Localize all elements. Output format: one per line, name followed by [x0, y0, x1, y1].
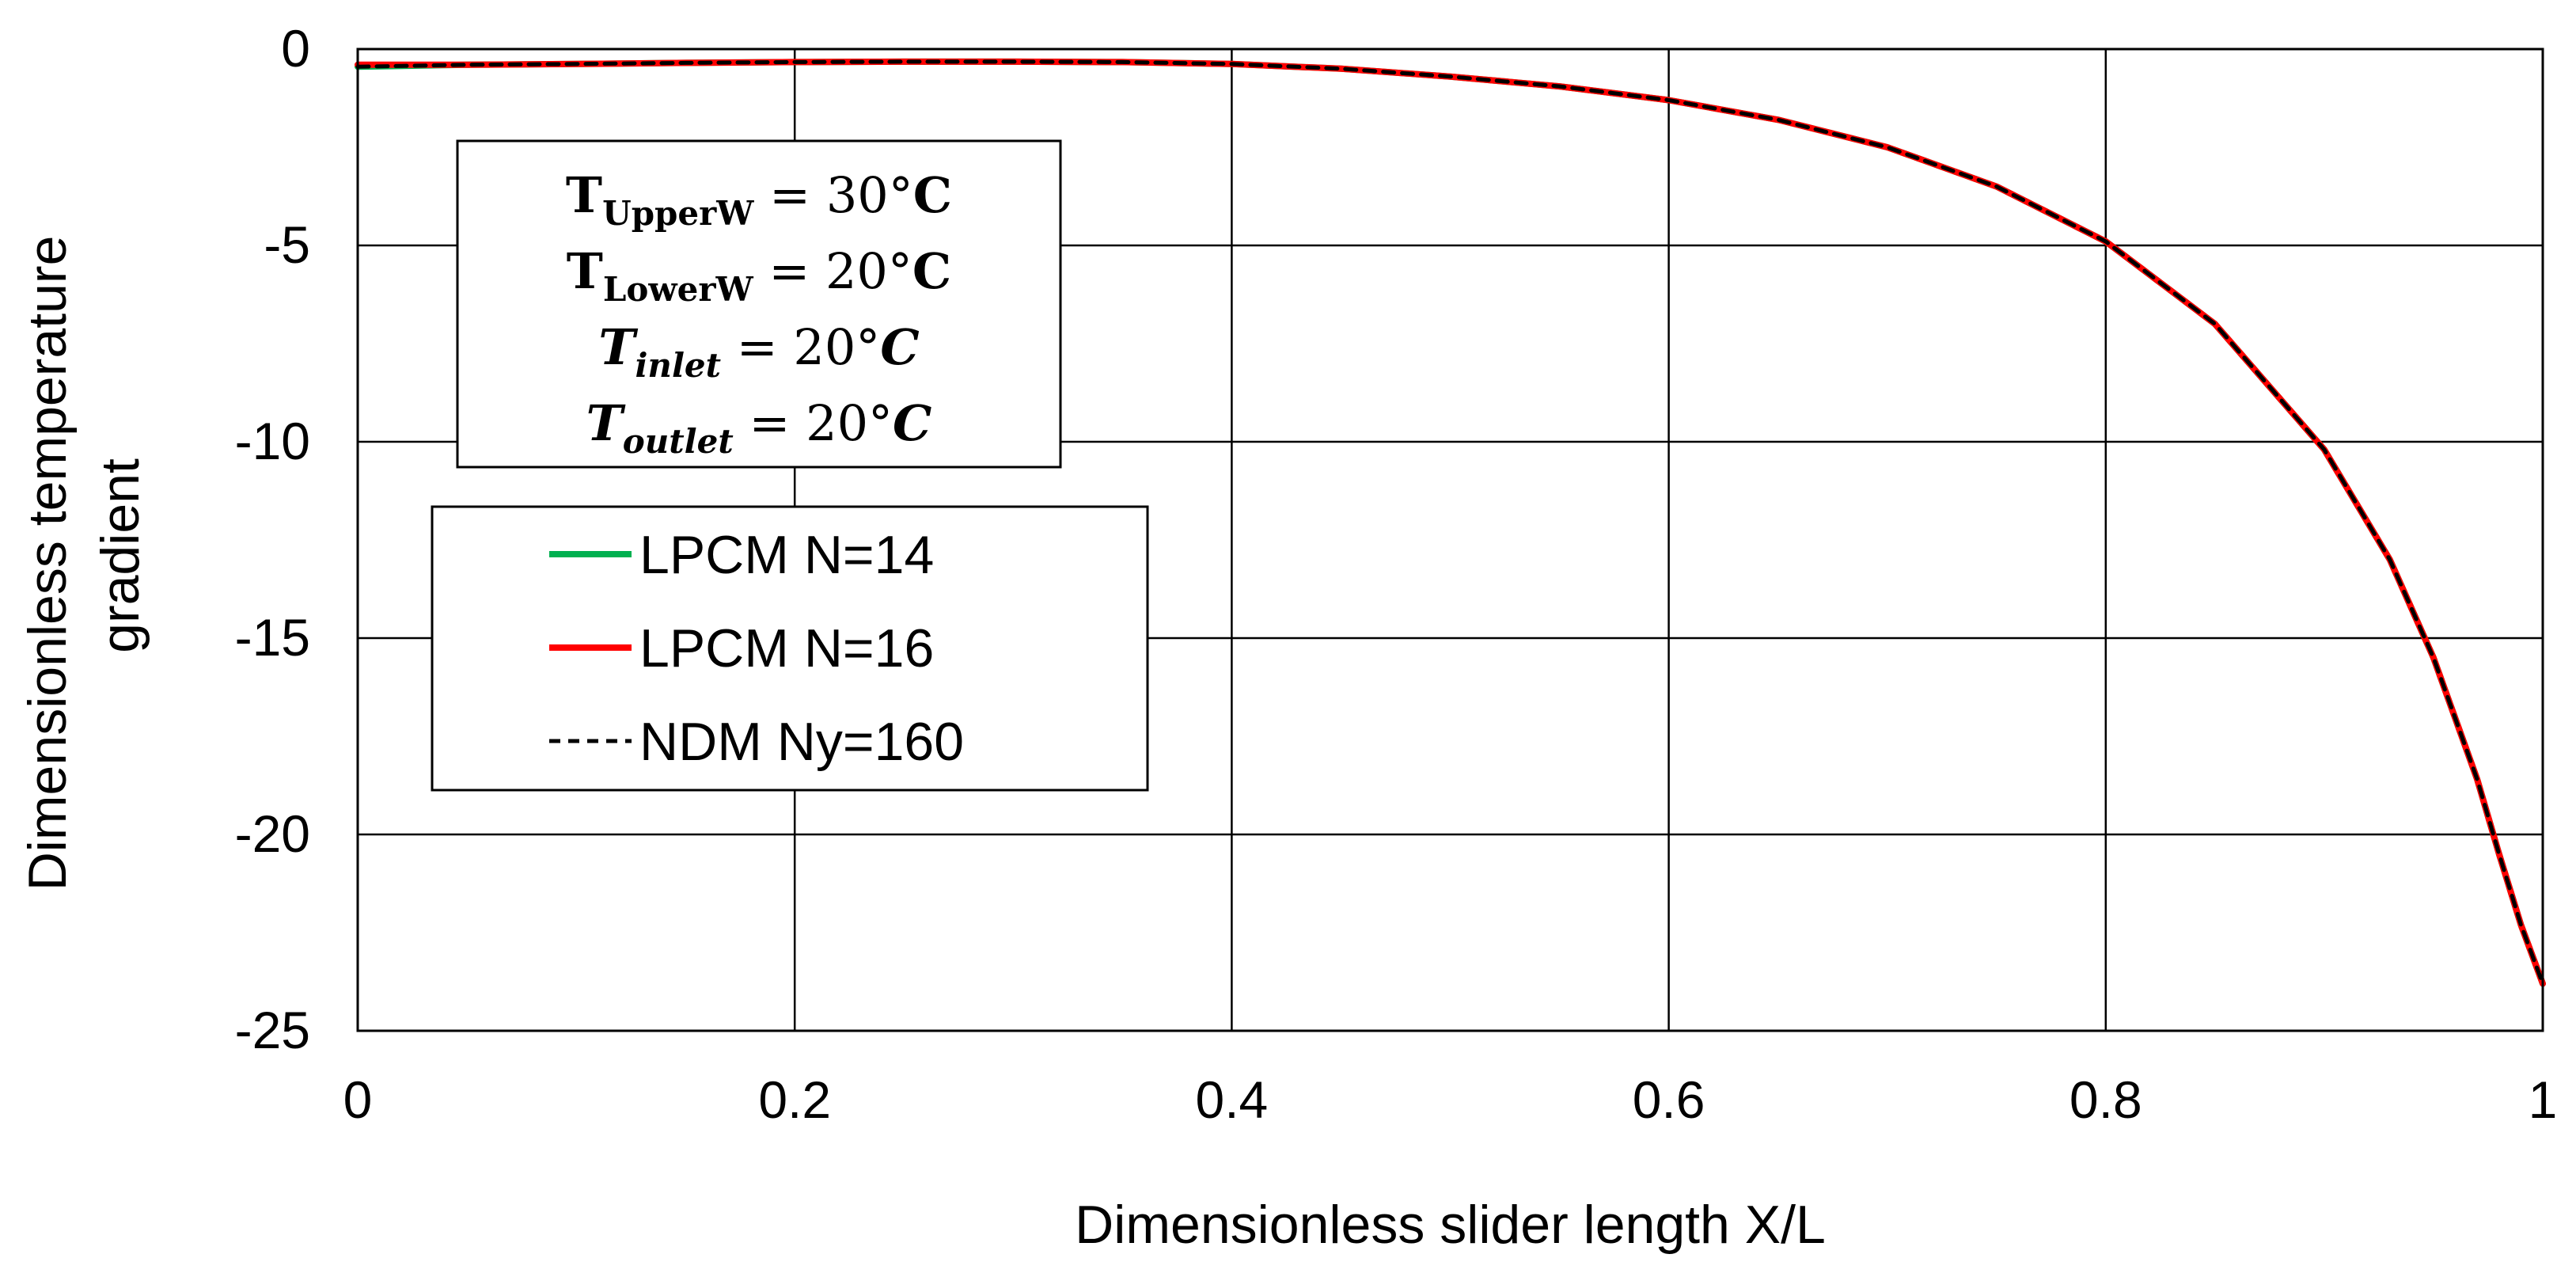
y-axis-title: Dimensionless temperature gradient — [17, 221, 150, 891]
x-axis-title: Dimensionless slider length X/L — [1075, 1195, 1826, 1255]
condition-line: Toutlet = 20°C — [586, 394, 932, 461]
condition-line: TUpperW = 30°C — [566, 166, 952, 233]
condition-line: Tinlet = 20°C — [598, 318, 919, 385]
y-tick-label: -15 — [235, 608, 310, 667]
y-tick-label: -10 — [235, 412, 310, 470]
x-tick-label: 0.4 — [1196, 1070, 1269, 1129]
x-tick-label: 0 — [343, 1070, 373, 1129]
x-tick-label: 0.8 — [2070, 1070, 2142, 1129]
y-axis-title-line-2: gradient — [90, 458, 150, 653]
y-tick-label: -25 — [235, 1001, 310, 1059]
tick-labels: 0 0.2 0.4 0.6 0.8 1 0 -5 -10 -15 -20 -25 — [235, 19, 2558, 1129]
legend: LPCM N=14 LPCM N=16 NDM Ny=160 — [431, 505, 1149, 792]
y-tick-label: 0 — [281, 19, 310, 78]
y-tick-label: -5 — [264, 215, 310, 274]
plot-frame — [356, 48, 2544, 1032]
y-axis-title-line-1: Dimensionless temperature — [17, 236, 78, 891]
series-line-2 — [355, 59, 2545, 986]
legend-label-0: LPCM N=14 — [639, 525, 934, 585]
conditions-box-frame — [456, 139, 1062, 469]
x-tick-label: 1 — [2529, 1070, 2558, 1129]
condition-line: TLowerW = 20°C — [567, 242, 951, 309]
legend-label-2: NDM Ny=160 — [639, 712, 964, 772]
x-tick-label: 0.6 — [1633, 1070, 1705, 1129]
y-tick-label: -20 — [235, 804, 310, 863]
series-lines — [355, 58, 2546, 987]
boundary-conditions-box: TUpperW = 30°C TLowerW = 20°C Tinlet = 20°… — [456, 139, 1062, 469]
legend-label-1: LPCM N=16 — [639, 618, 934, 678]
x-tick-label: 0.2 — [758, 1070, 831, 1129]
